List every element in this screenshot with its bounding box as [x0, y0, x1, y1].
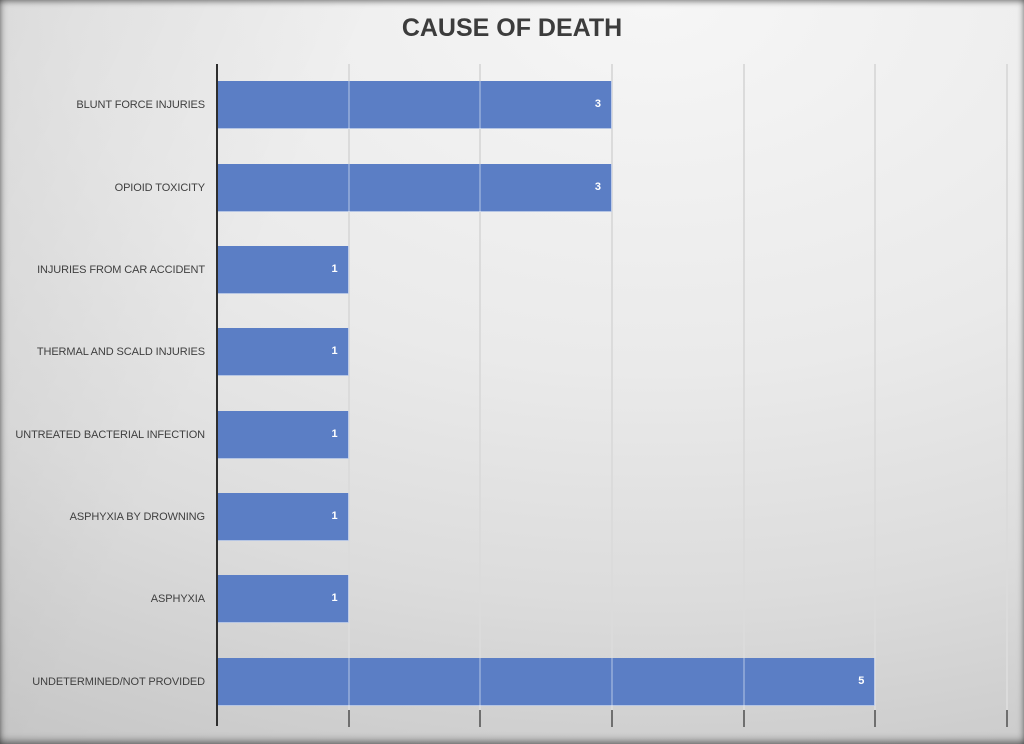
gridlines-layer	[217, 64, 1008, 723]
bar: 1	[217, 410, 349, 459]
bar-row: UNDETERMINED/NOT PROVIDED 5	[32, 641, 1007, 723]
axis-ticks-layer	[217, 64, 1008, 727]
bar-value-label: 1	[331, 427, 338, 440]
axis-tick	[347, 710, 350, 727]
gridline	[742, 64, 745, 723]
bar-row: OPIOID TOXICITY 3	[115, 146, 1007, 228]
gridline	[611, 64, 613, 723]
category-label: ASPHYXIA	[150, 593, 205, 606]
category-label: BLUNT FORCE INJURIES	[76, 99, 205, 112]
category-label: UNTREATED BACTERIAL INFECTION	[15, 428, 205, 441]
category-label: UNDETERMINED/NOT PROVIDED	[32, 675, 205, 688]
bar: 1	[217, 328, 349, 377]
bar-value-label: 1	[331, 592, 338, 605]
gridline	[347, 64, 350, 723]
axis-tick	[742, 710, 745, 727]
bar-value-label: 3	[594, 98, 601, 111]
gridline	[874, 64, 877, 723]
bar-value-label: 1	[331, 345, 338, 358]
bar: 3	[217, 81, 612, 130]
gridline	[479, 64, 482, 723]
category-label: OPIOID TOXICITY	[114, 181, 205, 194]
bar-row: THERMAL AND SCALD INJURIES 1	[37, 311, 1007, 393]
bar: 1	[217, 493, 349, 542]
axis-tick	[479, 710, 482, 727]
category-label: ASPHYXIA BY DROWNING	[69, 511, 205, 524]
gridline	[1006, 64, 1008, 723]
bar-value-label: 1	[331, 510, 338, 523]
chart-title: CAUSE OF DEATH	[401, 14, 623, 42]
bar-row: BLUNT FORCE INJURIES 3	[76, 64, 1007, 146]
bar-row: ASPHYXIA 1	[151, 558, 1007, 640]
bars-layer: BLUNT FORCE INJURIES 3 OPIOID TOXICITY 3 INJ…	[15, 64, 1007, 723]
bar: 5	[217, 657, 876, 706]
bar: 3	[217, 163, 612, 212]
category-label: THERMAL AND SCALD INJURIES	[36, 346, 205, 359]
axis-tick	[611, 710, 613, 727]
plot-area: BLUNT FORCE INJURIES 3 OPIOID TOXICITY 3 INJ…	[15, 64, 1008, 727]
bar-row: UNTREATED BACTERIAL INFECTION 1	[15, 394, 1007, 476]
bar-value-label: 3	[594, 180, 601, 193]
category-label: INJURIES FROM CAR ACCIDENT	[37, 263, 205, 276]
bar-row: ASPHYXIA BY DROWNING 1	[70, 476, 1007, 558]
bar-row: INJURIES FROM CAR ACCIDENT 1	[37, 229, 1007, 311]
bar-value-label: 1	[331, 262, 338, 275]
bar: 1	[217, 245, 349, 294]
bar: 1	[217, 575, 349, 624]
axis-tick	[1006, 710, 1008, 727]
bar-value-label: 5	[858, 674, 865, 687]
category-axis-line	[216, 64, 219, 726]
axis-tick	[874, 710, 877, 727]
